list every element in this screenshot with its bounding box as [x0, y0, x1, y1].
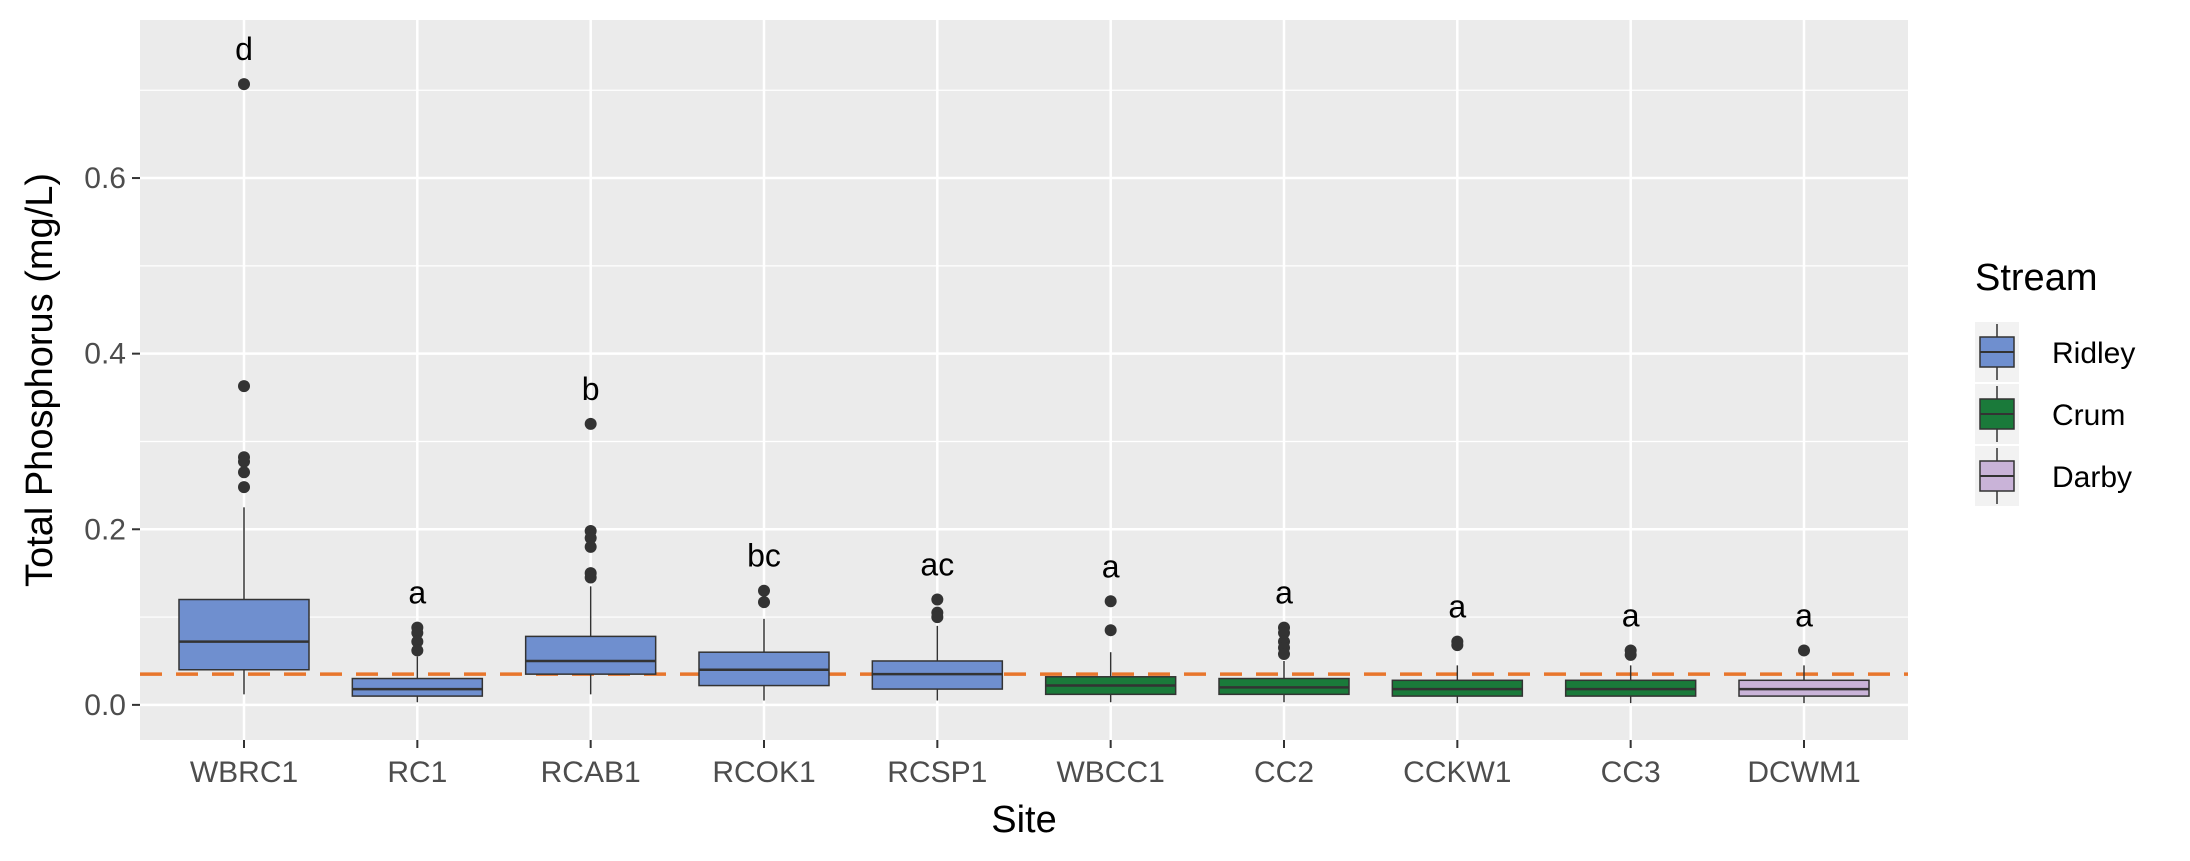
significance-letter-rcab1: b: [582, 371, 600, 407]
legend-label-crum: Crum: [2052, 399, 2125, 432]
x-tick-label: CC2: [1254, 756, 1314, 789]
y-axis-title: Total Phosphorus (mg/L): [19, 173, 61, 587]
outlier-point: [931, 611, 944, 624]
outlier-point: [1278, 647, 1290, 660]
plot-panel: [140, 20, 1908, 740]
outlier-point: [584, 571, 597, 584]
significance-letter-rcok1: bc: [747, 538, 781, 574]
outlier-point: [1798, 644, 1810, 657]
y-tick-label: 0.2: [84, 513, 126, 546]
legend-keys: Ridley Crum Darby: [1975, 322, 2135, 506]
x-tick-label: WBRC1: [190, 756, 298, 789]
minor-gridlines: [140, 89, 1908, 618]
legend-label-darby: Darby: [2052, 461, 2132, 494]
significance-letter-cckw1: a: [1448, 589, 1466, 625]
outlier-point: [584, 540, 597, 553]
legend-title: Stream: [1975, 257, 2097, 299]
significance-letter-wbrc1: d: [235, 31, 253, 67]
outlier-point: [584, 532, 597, 545]
outlier-point: [1104, 624, 1117, 637]
y-axis: 0.0 0.2 0.4 0.6: [84, 162, 140, 722]
y-tick-label: 0.4: [84, 338, 126, 371]
significance-letters: d a b bc ac a a a a a: [235, 31, 1813, 633]
box-rcok1: [698, 584, 830, 701]
outlier-point: [238, 78, 250, 91]
legend-key-ridley: Ridley: [1975, 322, 2135, 382]
outlier-point: [758, 596, 770, 609]
x-tick-label: DCWM1: [1747, 756, 1860, 789]
significance-letter-cc2: a: [1275, 575, 1293, 611]
legend-label-ridley: Ridley: [2052, 337, 2135, 370]
outlier-point: [584, 417, 597, 430]
x-tick-label: CC3: [1601, 756, 1661, 789]
box-rcsp1: [871, 593, 1004, 701]
significance-letter-dcwm1: a: [1795, 597, 1813, 633]
x-tick-label: RCAB1: [541, 756, 641, 789]
box-cc2: [1218, 621, 1350, 703]
x-axis: WBRC1 RC1 RCAB1 RCOK1 RCSP1 WBCC1 CC2 CCKW1 CC3 D…: [190, 740, 1861, 789]
box-dcwm1: [1738, 644, 1870, 704]
outlier-point: [1104, 595, 1117, 608]
significance-letter-cc3: a: [1622, 597, 1640, 633]
significance-letter-wbcc1: a: [1102, 548, 1120, 584]
outlier-point: [238, 455, 250, 468]
outlier-point: [238, 380, 250, 393]
outlier-point: [1624, 648, 1637, 661]
x-tick-label: WBCC1: [1056, 756, 1164, 789]
outlier-point: [931, 593, 944, 606]
outlier-point: [758, 584, 770, 597]
y-tick-label: 0.0: [84, 689, 126, 722]
x-tick-label: RCOK1: [712, 756, 815, 789]
box-iqr: [351, 677, 484, 697]
box-cc3: [1564, 644, 1697, 704]
legend-key-crum: Crum: [1975, 384, 2125, 444]
box-wbrc1: [178, 78, 310, 695]
box-rcab1: [524, 417, 657, 695]
legend: Stream Ridley Crum Darby: [1975, 257, 2135, 506]
significance-letter-rc1: a: [408, 575, 426, 611]
major-gridlines: [140, 20, 1908, 740]
x-tick-label: CCKW1: [1403, 756, 1511, 789]
box-cckw1: [1391, 635, 1524, 704]
outlier-point: [238, 466, 250, 479]
legend-key-darby: Darby: [1975, 446, 2132, 506]
outlier-point: [1278, 626, 1290, 639]
box-rc1: [351, 621, 484, 703]
x-axis-title: Site: [991, 799, 1056, 841]
outlier-point: [238, 481, 250, 494]
box-iqr: [524, 635, 657, 675]
box-iqr: [178, 598, 310, 671]
outlier-point: [411, 644, 424, 657]
outlier-point: [411, 626, 424, 639]
y-tick-label: 0.6: [84, 162, 126, 195]
x-tick-label: RCSP1: [887, 756, 987, 789]
box-wbcc1: [1044, 595, 1177, 703]
x-tick-label: RC1: [387, 756, 447, 789]
outlier-point: [1451, 639, 1464, 652]
boxes-layer: [178, 78, 1870, 704]
significance-letter-rcsp1: ac: [920, 547, 954, 583]
outlier-point: [411, 635, 424, 648]
